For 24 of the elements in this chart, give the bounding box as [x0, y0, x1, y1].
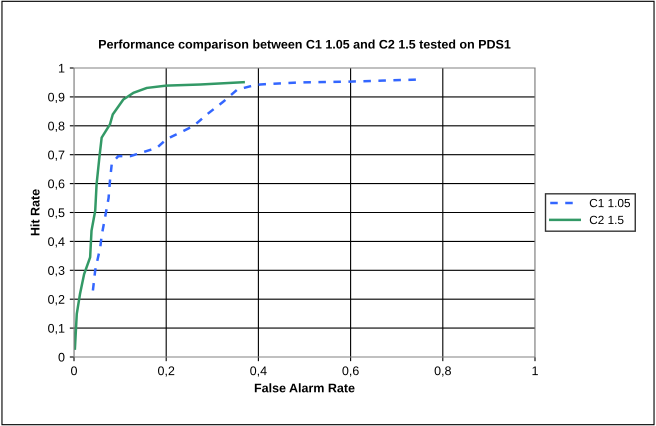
chart-title: Performance comparison between C1 1.05 and C2 1.5 tested on PDS1 — [99, 39, 510, 52]
x-tick-label: 0,2 — [158, 366, 174, 377]
y-tick-label: 0,5 — [48, 208, 64, 219]
y-tick-label: 0,3 — [48, 266, 64, 276]
y-tick-label: 0,2 — [48, 295, 64, 306]
x-tick-label: 0,4 — [250, 366, 267, 377]
y-tick-label: 0,6 — [48, 179, 64, 190]
y-axis-title: Hit Rate — [30, 189, 40, 236]
y-tick-label: 0,9 — [48, 92, 64, 104]
line-series — [74, 80, 245, 350]
line-series — [92, 78, 419, 292]
y-tick-label: 1 — [58, 64, 64, 73]
y-tick-label: 0,4 — [48, 237, 65, 248]
x-tick-label: 0,8 — [434, 366, 451, 377]
x-axis-title: False Alarm Rate — [254, 383, 355, 392]
legend-label: C2 1.5 — [590, 216, 624, 224]
y-tick-label: 0,7 — [48, 150, 64, 161]
y-tick-label: 0,8 — [48, 122, 64, 132]
x-tick-label: 0 — [71, 366, 77, 376]
legend-label: C1 1.05 — [590, 198, 630, 208]
x-tick-label: 0,6 — [342, 366, 359, 377]
y-tick-label: 0,1 — [48, 324, 64, 334]
x-tick-label: 1 — [532, 366, 538, 376]
y-tick-label: 0 — [58, 352, 64, 362]
